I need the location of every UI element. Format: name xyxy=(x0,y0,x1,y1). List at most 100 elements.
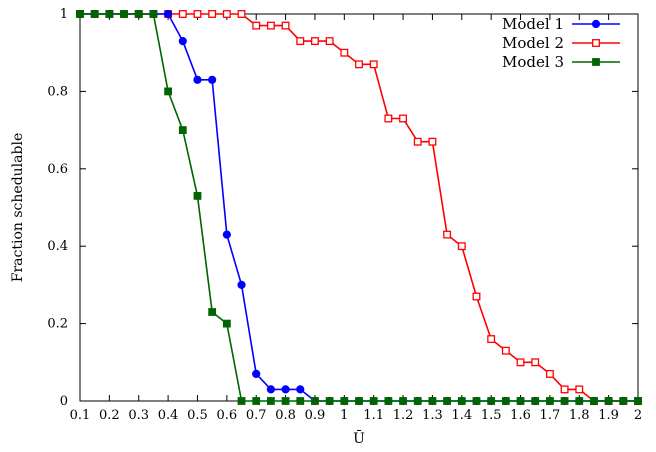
data-point-model-2 xyxy=(561,386,568,393)
x-tick-label: 0.7 xyxy=(246,408,267,423)
data-point-model-3 xyxy=(77,11,84,18)
data-point-model-2 xyxy=(341,49,348,56)
data-point-model-1 xyxy=(179,37,186,44)
data-point-model-2 xyxy=(282,22,289,29)
data-point-model-3 xyxy=(576,398,583,405)
x-tick-label: 1.8 xyxy=(569,408,590,423)
data-point-model-3 xyxy=(267,398,274,405)
data-point-model-3 xyxy=(312,398,319,405)
x-tick-label: 0.6 xyxy=(216,408,237,423)
data-point-model-2 xyxy=(326,38,333,45)
x-tick-label: 1.7 xyxy=(540,408,561,423)
data-point-model-3 xyxy=(400,398,407,405)
data-point-model-2 xyxy=(370,61,377,68)
legend: Model 1Model 2Model 3 xyxy=(502,15,620,71)
data-point-model-2 xyxy=(297,38,304,45)
data-point-model-2 xyxy=(253,22,260,29)
legend-swatch-marker xyxy=(593,59,600,66)
data-point-model-3 xyxy=(223,320,230,327)
data-point-model-2 xyxy=(224,11,231,18)
data-point-model-3 xyxy=(429,398,436,405)
x-tick-label: 1.4 xyxy=(451,408,472,423)
y-tick-label: 0.4 xyxy=(47,239,68,254)
data-point-model-3 xyxy=(194,192,201,199)
data-point-model-1 xyxy=(223,231,230,238)
x-tick-label: 1 xyxy=(340,408,348,423)
data-point-model-1 xyxy=(209,76,216,83)
x-tick-label: 0.5 xyxy=(187,408,208,423)
data-point-model-3 xyxy=(238,398,245,405)
legend-label: Model 2 xyxy=(502,34,564,52)
legend-label: Model 1 xyxy=(502,15,564,33)
legend-item-model-1: Model 1 xyxy=(502,15,620,33)
data-point-model-1 xyxy=(253,370,260,377)
data-point-model-2 xyxy=(517,359,524,366)
data-point-model-2 xyxy=(385,115,392,122)
data-point-model-2 xyxy=(547,371,554,378)
x-tick-label: 0.8 xyxy=(275,408,296,423)
data-point-model-3 xyxy=(385,398,392,405)
x-tick-label: 0.4 xyxy=(158,408,179,423)
data-point-model-3 xyxy=(502,398,509,405)
x-tick-label: 0.2 xyxy=(99,408,120,423)
data-point-model-2 xyxy=(488,336,495,343)
data-point-model-3 xyxy=(356,398,363,405)
data-point-model-3 xyxy=(209,309,216,316)
data-point-model-3 xyxy=(473,398,480,405)
data-point-model-2 xyxy=(503,347,510,354)
data-point-model-1 xyxy=(267,386,274,393)
y-tick-label: 0.6 xyxy=(47,162,68,177)
data-point-model-2 xyxy=(473,293,480,300)
data-point-model-3 xyxy=(135,11,142,18)
data-point-model-3 xyxy=(91,11,98,18)
data-point-model-1 xyxy=(165,10,172,17)
data-point-model-3 xyxy=(326,398,333,405)
data-point-model-2 xyxy=(400,115,407,122)
x-tick-label: 2 xyxy=(634,408,642,423)
data-point-model-3 xyxy=(370,398,377,405)
legend-swatch-marker xyxy=(593,40,600,47)
data-point-model-1 xyxy=(238,281,245,288)
y-axis-label: Fraction schedulable xyxy=(10,133,26,282)
data-point-model-2 xyxy=(179,11,186,18)
data-point-model-3 xyxy=(444,398,451,405)
data-point-model-3 xyxy=(121,11,128,18)
x-tick-label: 1.2 xyxy=(393,408,414,423)
data-point-model-2 xyxy=(238,11,245,18)
data-point-model-3 xyxy=(605,398,612,405)
data-point-model-1 xyxy=(194,76,201,83)
x-tick-label: 1.6 xyxy=(510,408,531,423)
data-point-model-1 xyxy=(282,386,289,393)
y-tick-label: 0 xyxy=(60,394,68,409)
data-point-model-2 xyxy=(458,243,465,250)
legend-item-model-2: Model 2 xyxy=(502,34,620,52)
data-point-model-2 xyxy=(414,138,421,145)
data-point-model-2 xyxy=(532,359,539,366)
series-line-model-3 xyxy=(80,14,638,401)
data-point-model-3 xyxy=(546,398,553,405)
y-tick-label: 0.2 xyxy=(47,317,68,332)
data-point-model-2 xyxy=(356,61,363,68)
data-point-model-3 xyxy=(341,398,348,405)
data-point-model-3 xyxy=(635,398,642,405)
data-point-model-3 xyxy=(414,398,421,405)
data-point-model-3 xyxy=(517,398,524,405)
data-point-model-3 xyxy=(106,11,113,18)
legend-label: Model 3 xyxy=(502,53,564,71)
y-tick-label: 0.8 xyxy=(47,84,68,99)
data-point-model-3 xyxy=(282,398,289,405)
x-tick-label: 0.3 xyxy=(128,408,149,423)
data-point-model-3 xyxy=(150,11,157,18)
data-point-model-3 xyxy=(165,88,172,95)
legend-swatch-marker xyxy=(592,20,599,27)
x-tick-label: 1.3 xyxy=(422,408,443,423)
data-point-model-2 xyxy=(576,386,583,393)
data-point-model-3 xyxy=(620,398,627,405)
data-point-model-3 xyxy=(179,127,186,134)
x-axis-label: Ū xyxy=(353,429,365,447)
x-tick-label: 1.1 xyxy=(363,408,384,423)
data-point-model-1 xyxy=(297,386,304,393)
x-tick-label: 1.5 xyxy=(481,408,502,423)
data-point-model-3 xyxy=(532,398,539,405)
